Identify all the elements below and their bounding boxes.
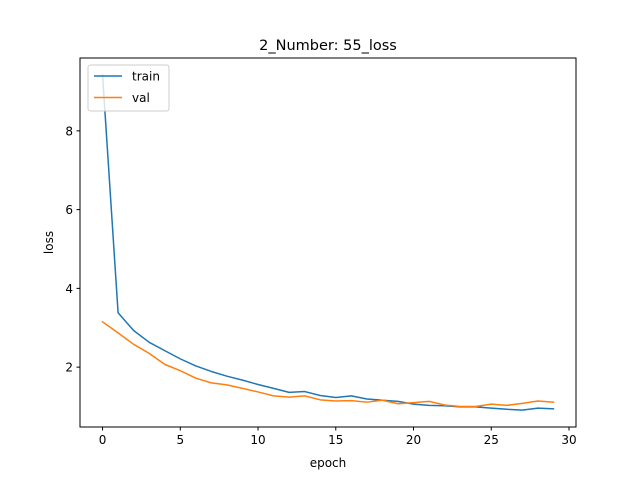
x-tick-label: 10 — [250, 433, 265, 447]
y-tick-label: 2 — [65, 361, 73, 375]
chart-title: 2_Number: 55_loss — [259, 38, 397, 54]
series-line-val — [101, 320, 555, 408]
x-tick-label: 30 — [561, 433, 576, 447]
y-tick-label: 4 — [65, 282, 73, 296]
plot-frame — [79, 57, 577, 428]
legend-label-train: train — [132, 69, 160, 83]
legend: train val — [87, 64, 170, 112]
x-tick-label: 0 — [99, 433, 107, 447]
series-lines — [101, 74, 555, 411]
axis-ticks: 0 5 10 15 20 25 30 2 4 6 8 — [65, 124, 576, 447]
legend-label-val: val — [132, 91, 150, 105]
x-axis-label: epoch — [310, 456, 347, 470]
y-tick-label: 6 — [65, 203, 73, 217]
y-axis-label: loss — [42, 231, 56, 254]
x-tick-label: 15 — [328, 433, 343, 447]
x-tick-label: 25 — [484, 433, 499, 447]
x-tick-label: 5 — [176, 433, 184, 447]
x-tick-label: 20 — [406, 433, 421, 447]
series-line-train — [101, 74, 555, 411]
y-tick-label: 8 — [65, 124, 73, 138]
